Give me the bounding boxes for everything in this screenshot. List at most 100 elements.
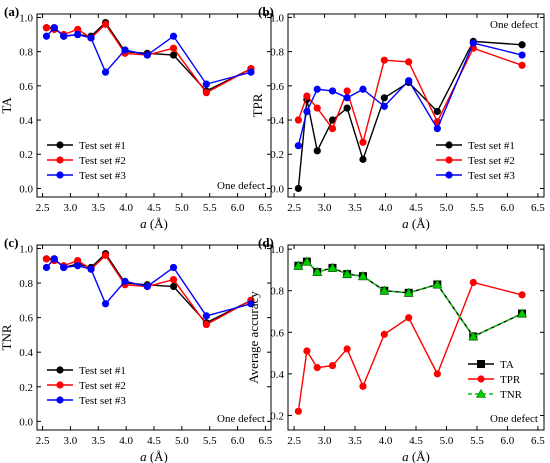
data-point bbox=[169, 275, 178, 284]
data-point bbox=[42, 24, 51, 32]
x-tick-label: 6.5 bbox=[531, 435, 545, 447]
panel-d: 2.5 3.0 3.5 4.0 4.5 5.0 5.5 6.0 6.5 0.2 0.4 0.6 0.8 1… bbox=[246, 235, 545, 463]
data-point bbox=[74, 30, 82, 39]
data-point bbox=[380, 94, 388, 102]
y-tick-label: 0.0 bbox=[19, 416, 33, 428]
data-point bbox=[517, 308, 528, 318]
data-point bbox=[405, 77, 413, 85]
series-2 bbox=[293, 256, 528, 341]
x-axis-label: a (Å) bbox=[140, 449, 168, 463]
legend-marker bbox=[56, 171, 64, 179]
x-axis-label-var: a bbox=[140, 216, 147, 231]
data-point bbox=[313, 147, 321, 155]
data-point bbox=[357, 271, 368, 280]
data-point bbox=[380, 102, 388, 110]
x-tick-label: 4.0 bbox=[379, 435, 393, 447]
legend-entry: Test set #3 bbox=[79, 170, 126, 182]
annotation: One defect bbox=[490, 19, 538, 31]
x-axis-label-var: a bbox=[402, 449, 409, 463]
y-tick-label: 1.0 bbox=[19, 243, 33, 255]
y-tick-label: 0.6 bbox=[19, 313, 33, 325]
data-point bbox=[380, 330, 388, 338]
panel-label: (a) bbox=[4, 4, 19, 19]
x-axis-label: a (Å) bbox=[402, 449, 430, 463]
data-point bbox=[380, 56, 388, 64]
y-tick-label: 0.8 bbox=[270, 47, 284, 59]
data-point bbox=[74, 256, 82, 265]
legend-marker bbox=[445, 156, 453, 164]
data-point bbox=[121, 277, 129, 285]
data-point bbox=[303, 92, 311, 100]
x-axis-label-unit: (Å) bbox=[147, 449, 168, 463]
y-tick-label: 0.8 bbox=[270, 286, 284, 298]
panel-b: 2.5 3.0 3.5 4.0 4.5 5.0 5.5 6.0 6.5 0.0 0.2 0.4 0.6 0… bbox=[250, 4, 545, 231]
series-line bbox=[298, 260, 523, 338]
x-axis-label-unit: (Å) bbox=[147, 216, 168, 231]
x-tick-label: 6.5 bbox=[259, 435, 273, 447]
panel-c: 2.5 3.0 3.5 4.0 4.5 5.0 5.5 6.0 6.5 0.0 0.2 0.4 0.6 0… bbox=[0, 235, 273, 463]
data-point bbox=[202, 320, 210, 329]
data-point bbox=[343, 345, 351, 353]
legend-marker bbox=[445, 171, 453, 179]
data-point bbox=[169, 282, 178, 291]
x-tick-label: 4.0 bbox=[379, 202, 393, 214]
y-tick-label: 1.0 bbox=[19, 12, 33, 24]
data-point bbox=[74, 262, 82, 270]
data-point bbox=[74, 25, 82, 33]
data-point bbox=[169, 263, 178, 272]
x-tick-label: 5.0 bbox=[440, 202, 454, 214]
y-tick-label: 1.0 bbox=[270, 244, 284, 256]
data-point bbox=[343, 104, 351, 112]
legend-entry: TPR bbox=[500, 374, 521, 386]
y-tick-label: 0.2 bbox=[270, 410, 284, 422]
x-tick-label: 5.5 bbox=[203, 202, 217, 214]
data-point bbox=[202, 80, 210, 88]
data-point bbox=[293, 260, 304, 270]
data-point bbox=[469, 278, 477, 287]
x-tick-label: 2.5 bbox=[36, 202, 50, 214]
x-axis-label-unit: (Å) bbox=[409, 449, 430, 463]
data-point bbox=[313, 364, 321, 372]
data-point bbox=[359, 382, 367, 390]
x-axis-label-var: a bbox=[140, 449, 147, 463]
data-point bbox=[313, 85, 321, 93]
annotation: One defect bbox=[490, 413, 538, 425]
series-1 bbox=[294, 44, 526, 146]
data-point bbox=[169, 32, 178, 40]
data-point bbox=[328, 87, 337, 95]
annotation: One defect bbox=[217, 413, 265, 425]
x-tick-label: 3.5 bbox=[348, 202, 362, 214]
legend-marker bbox=[56, 381, 64, 389]
series-2 bbox=[294, 39, 526, 150]
y-tick-label: 0.0 bbox=[270, 183, 284, 195]
x-tick-label: 6.0 bbox=[501, 202, 515, 214]
data-point bbox=[247, 300, 255, 308]
data-point bbox=[328, 116, 337, 124]
data-point bbox=[60, 32, 68, 40]
x-tick-label: 6.0 bbox=[501, 435, 515, 447]
legend-entry: Test set #1 bbox=[79, 140, 126, 152]
legend-entry: Test set #1 bbox=[79, 365, 126, 377]
data-point bbox=[433, 370, 441, 378]
data-point bbox=[403, 287, 414, 297]
legend-entry: Test set #2 bbox=[79, 155, 126, 167]
legend-marker bbox=[56, 396, 64, 404]
x-tick-label: 4.5 bbox=[147, 202, 161, 214]
x-tick-label: 4.5 bbox=[409, 435, 423, 447]
x-tick-label: 3.5 bbox=[348, 435, 362, 447]
y-tick-label: 0.0 bbox=[19, 183, 33, 195]
data-point bbox=[359, 85, 367, 93]
x-tick-label: 2.5 bbox=[36, 435, 50, 447]
series-line bbox=[297, 281, 523, 412]
x-tick-label: 3.0 bbox=[318, 435, 332, 447]
y-tick-label: 0.2 bbox=[19, 149, 33, 161]
series-line bbox=[298, 260, 523, 338]
x-tick-label: 3.0 bbox=[64, 435, 78, 447]
data-point bbox=[518, 41, 526, 49]
data-point bbox=[518, 51, 526, 59]
series-2 bbox=[42, 24, 255, 88]
y-axis-label: Average accuracy bbox=[246, 291, 261, 384]
data-point bbox=[303, 107, 311, 116]
y-tick-label: 0.6 bbox=[270, 81, 284, 93]
